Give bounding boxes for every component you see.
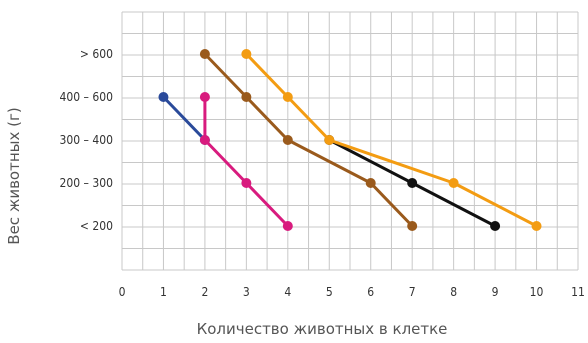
y-tick-label: > 600 — [80, 47, 113, 61]
series — [199, 49, 418, 231]
x-tick-label: 10 — [530, 285, 544, 299]
y-tick-label: < 200 — [80, 219, 113, 233]
data-point — [448, 178, 459, 188]
series — [241, 49, 542, 231]
data-point — [199, 49, 210, 59]
data-point — [241, 49, 252, 59]
y-tick-label: 200 – 300 — [60, 176, 114, 190]
x-axis-title: Количество животных в клетке — [197, 320, 448, 338]
x-tick-label: 8 — [450, 285, 457, 299]
y-tick-label: 300 – 400 — [60, 133, 114, 147]
x-tick-label: 2 — [201, 285, 208, 299]
data-point — [241, 178, 252, 188]
data-point — [158, 92, 169, 102]
x-tick-label: 4 — [284, 285, 291, 299]
x-tick-label: 5 — [326, 285, 333, 299]
data-point — [531, 221, 542, 231]
data-point — [282, 92, 293, 102]
grid — [121, 11, 579, 271]
data-point — [199, 135, 210, 145]
data-point — [407, 221, 418, 231]
x-tick-labels: 0 1 2 3 4 5 6 7 8 9 10 11 — [119, 285, 585, 299]
x-tick-label: 9 — [492, 285, 499, 299]
series-line — [203, 95, 290, 228]
x-tick-label: 0 — [119, 285, 126, 299]
series-group — [158, 49, 542, 231]
x-tick-label: 7 — [409, 285, 416, 299]
x-tick-label: 3 — [243, 285, 250, 299]
data-point — [199, 92, 210, 102]
data-point — [490, 221, 501, 231]
x-tick-label: 6 — [367, 285, 374, 299]
y-tick-labels: < 200 200 – 300 300 – 400 400 – 600 > 600 — [60, 47, 114, 233]
y-axis-title: Вес животных (г) — [5, 107, 23, 244]
series — [199, 92, 293, 231]
data-point — [241, 92, 252, 102]
data-point — [282, 221, 293, 231]
data-point — [324, 135, 335, 145]
data-point — [407, 178, 418, 188]
y-tick-label: 400 – 600 — [60, 90, 114, 104]
series-line — [161, 95, 207, 142]
x-tick-label: 1 — [160, 285, 167, 299]
data-point — [282, 135, 293, 145]
data-point — [365, 178, 376, 188]
x-tick-label: 11 — [571, 285, 585, 299]
